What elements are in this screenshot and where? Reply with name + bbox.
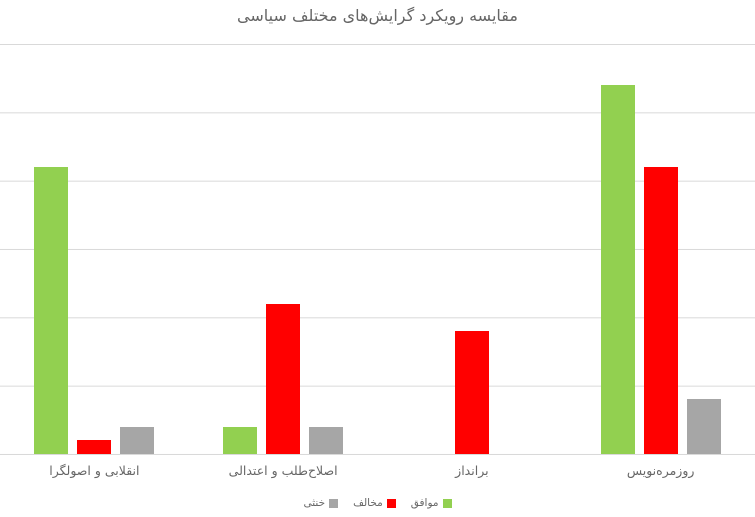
category-group-1 — [189, 44, 378, 454]
bar-oppose-3 — [643, 167, 678, 454]
category-group-3 — [566, 44, 755, 454]
category-group-0 — [0, 44, 189, 454]
legend-item-neutral: خنثی — [304, 497, 339, 509]
x-axis-label-3: روزمره‌نویس — [626, 463, 695, 478]
legend-swatch-neutral — [329, 498, 339, 508]
bar-neutral-0 — [120, 426, 155, 454]
legend-item-oppose: مخالف — [353, 497, 396, 509]
x-axis-label-2: برانداز — [455, 463, 489, 478]
bar-neutral-1 — [309, 426, 344, 454]
chart-title: مقایسه رویکرد گرایش‌های مختلف سیاسی — [237, 6, 518, 25]
x-axis-label-1: اصلاح‌طلب و اعتدالی — [228, 463, 338, 478]
legend-label-agree: موافق — [410, 497, 439, 509]
bar-agree-0 — [34, 167, 69, 454]
legend-label-neutral: خنثی — [303, 497, 326, 509]
bar-neutral-3 — [686, 399, 721, 454]
category-group-2 — [378, 44, 567, 454]
legend: موافق مخالف خنثی — [0, 497, 755, 509]
bar-agree-1 — [223, 426, 258, 454]
bar-oppose-0 — [77, 440, 112, 454]
plot-area — [0, 44, 755, 455]
legend-swatch-oppose — [386, 498, 396, 508]
x-axis-labels: انقلابی و اصولگرا اصلاح‌طلب و اعتدالی بران… — [0, 463, 755, 478]
bar-agree-3 — [600, 85, 635, 454]
x-axis-label-0: انقلابی و اصولگرا — [49, 463, 140, 478]
bar-oppose-2 — [454, 331, 489, 454]
bar-oppose-1 — [266, 303, 301, 454]
legend-item-agree: موافق — [411, 497, 452, 509]
legend-label-oppose: مخالف — [353, 497, 383, 509]
legend-swatch-agree — [442, 498, 452, 508]
